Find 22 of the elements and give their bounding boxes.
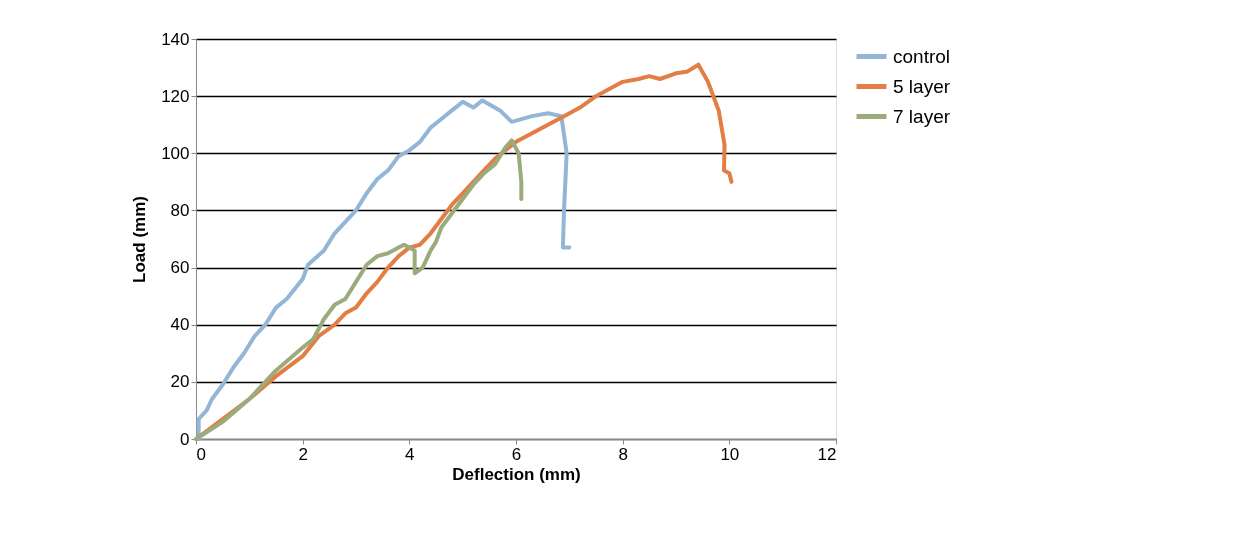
legend-label: 7 layer <box>893 105 951 127</box>
x-tick-label: 8 <box>618 444 628 464</box>
line-series <box>194 138 524 441</box>
x-tick-label: 4 <box>405 444 415 464</box>
y-tick-label: 60 <box>170 258 190 278</box>
y-axis-title: Load (mm) <box>130 196 150 283</box>
y-tick-label: 120 <box>161 86 190 106</box>
y-tick-label: 100 <box>161 143 190 163</box>
x-tick-label: 6 <box>511 444 522 464</box>
line-series <box>196 98 572 441</box>
x-tick-label: 10 <box>720 444 740 464</box>
x-tick-label: 2 <box>298 444 308 464</box>
x-tick-label: 0 <box>196 444 206 464</box>
legend-label: 5 layer <box>893 75 951 97</box>
y-tick-label: 140 <box>161 29 190 49</box>
y-tick-label: 80 <box>170 200 190 220</box>
x-axis-title: Deflection (mm) <box>452 464 581 484</box>
y-tick-label: 20 <box>170 372 190 392</box>
y-tick-label: 40 <box>170 315 190 335</box>
legend-label: control <box>893 45 951 67</box>
x-tick-label: 12 <box>817 444 837 464</box>
y-tick-label: 0 <box>180 429 190 449</box>
